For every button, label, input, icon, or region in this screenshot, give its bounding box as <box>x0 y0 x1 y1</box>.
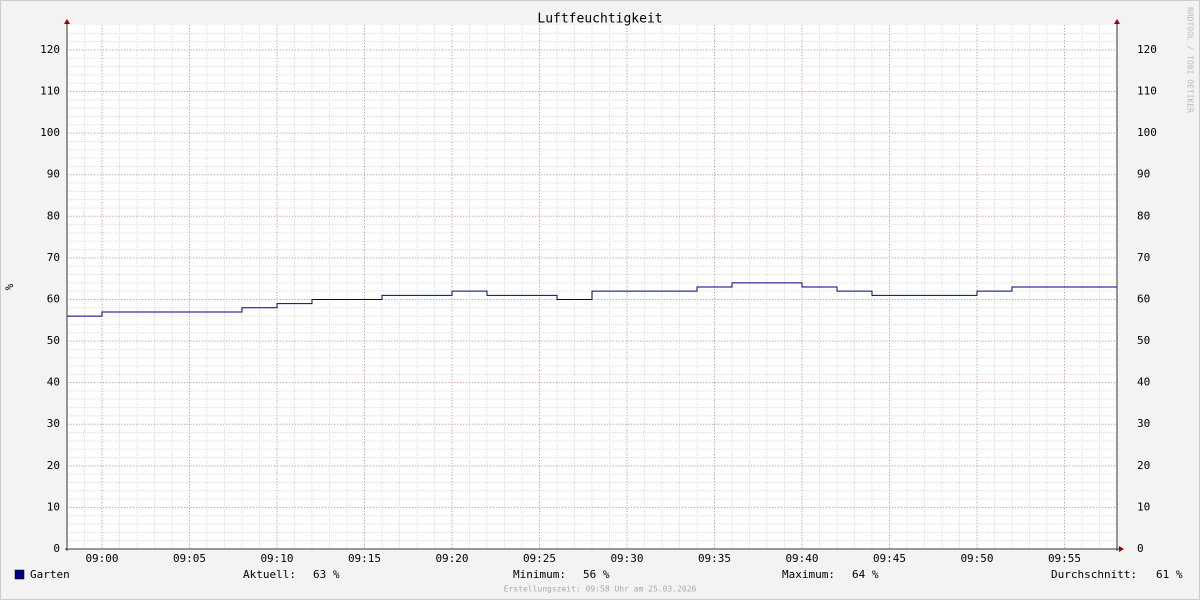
y-tick-label-right: 60 <box>1137 292 1150 305</box>
y-tick-label-right: 110 <box>1137 85 1157 98</box>
x-tick-label: 09:05 <box>173 552 206 565</box>
x-tick-label: 09:20 <box>435 552 468 565</box>
x-tick-label: 09:30 <box>610 552 643 565</box>
stat-label: Minimum: <box>513 568 566 581</box>
stat-value: 61 % <box>1156 568 1183 581</box>
axis-arrow <box>1119 546 1124 552</box>
marks <box>67 282 1117 317</box>
y-tick-label-right: 40 <box>1137 376 1150 389</box>
y-tick-label: 50 <box>47 334 60 347</box>
y-tick-label-right: 80 <box>1137 209 1150 222</box>
y-tick-label: 90 <box>47 168 60 181</box>
legend-swatch <box>14 569 25 580</box>
y-tick-label: 70 <box>47 251 60 264</box>
footer: Erstellungszeit: 09:58 Uhr am 25.03.2026 <box>504 585 697 594</box>
x-tick-label: 09:50 <box>960 552 993 565</box>
y-tick-label-right: 50 <box>1137 334 1150 347</box>
x-tick-label: 09:25 <box>523 552 556 565</box>
y-tick-label-right: 10 <box>1137 500 1150 513</box>
x-tick-label: 09:10 <box>260 552 293 565</box>
y-tick-label-right: 90 <box>1137 168 1150 181</box>
y-tick-label: 40 <box>47 376 60 389</box>
y-tick-label: 10 <box>47 500 60 513</box>
stat-value: 64 % <box>852 568 879 581</box>
x-tick-label: 09:15 <box>348 552 381 565</box>
y-tick-label: 30 <box>47 417 60 430</box>
y-tick-label-right: 70 <box>1137 251 1150 264</box>
y-tick-label: 0 <box>53 542 60 555</box>
grid <box>67 25 1117 549</box>
axis-arrow <box>1114 19 1120 24</box>
x-tick-label: 09:35 <box>698 552 731 565</box>
stat-value: 63 % <box>313 568 340 581</box>
chart-title: Luftfeuchtigkeit <box>537 12 662 27</box>
y-tick-label: 100 <box>40 126 60 139</box>
x-tick-label: 09:00 <box>85 552 118 565</box>
stat-label: Aktuell: <box>243 568 296 581</box>
y-tick-label-right: 100 <box>1137 126 1157 139</box>
x-tick-label: 09:45 <box>873 552 906 565</box>
legend-label: Garten <box>30 568 70 581</box>
watermark: RRDTOOL / TOBI OETIKER <box>1186 7 1195 113</box>
y-tick-label: 110 <box>40 85 60 98</box>
x-tick-label: 09:40 <box>785 552 818 565</box>
y-tick-label: 20 <box>47 459 60 472</box>
y-axis-label: % <box>3 283 16 290</box>
y-tick-label-right: 0 <box>1137 542 1144 555</box>
axis-arrow <box>64 19 70 24</box>
x-tick-label: 09:55 <box>1048 552 1081 565</box>
stat-label: Maximum: <box>782 568 835 581</box>
y-tick-label: 60 <box>47 292 60 305</box>
y-tick-label-right: 30 <box>1137 417 1150 430</box>
y-tick-label: 80 <box>47 209 60 222</box>
y-tick-label-right: 120 <box>1137 43 1157 56</box>
y-tick-label: 120 <box>40 43 60 56</box>
stat-label: Durchschnitt: <box>1051 568 1137 581</box>
y-tick-label-right: 20 <box>1137 459 1150 472</box>
stat-value: 56 % <box>583 568 610 581</box>
data-line <box>67 282 1117 317</box>
